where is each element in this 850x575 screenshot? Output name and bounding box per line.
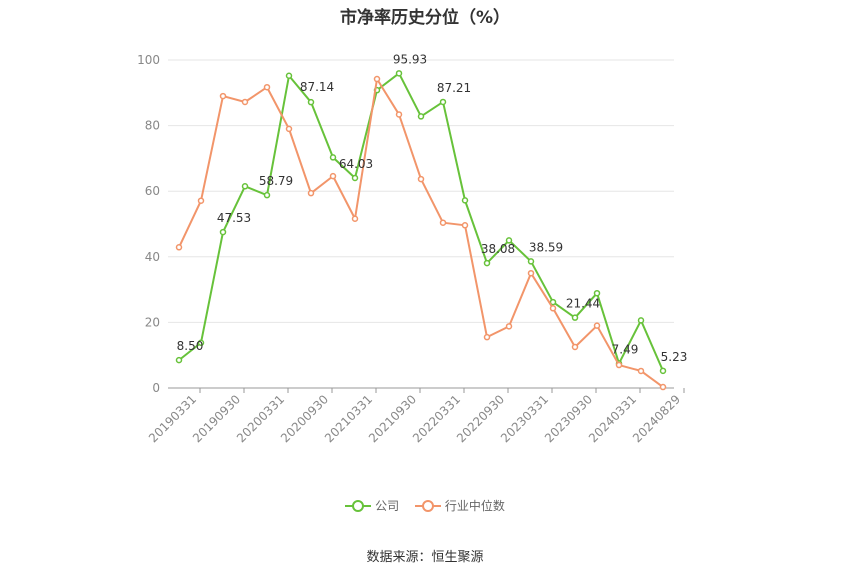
data-point-company: [417, 113, 425, 120]
data-point-company: [571, 314, 579, 321]
data-point-industry-median: [439, 219, 447, 226]
data-label-company: 58.79: [259, 174, 293, 188]
data-point-company: [439, 98, 447, 106]
data-point-industry-median: [285, 125, 293, 133]
legend-item-industry-median[interactable]: 行业中位数: [414, 497, 505, 514]
data-point-company: [659, 367, 667, 375]
data-label-company: 87.14: [300, 80, 334, 94]
data-point-company: [549, 298, 557, 306]
data-point-industry-median: [307, 189, 315, 197]
y-tick-label: 20: [145, 315, 160, 329]
y-tick-label: 60: [145, 184, 160, 198]
data-point-company: [351, 174, 359, 182]
y-tick-label: 0: [152, 381, 160, 395]
data-point-industry-median: [593, 322, 601, 329]
data-label-company: 38.59: [529, 240, 563, 254]
data-label-company: 47.53: [217, 211, 251, 225]
data-label-company: 7.49: [612, 342, 639, 356]
data-point-industry-median: [351, 215, 359, 223]
y-tick-label: 40: [145, 250, 160, 264]
data-point-company: [285, 72, 293, 79]
data-point-industry-median: [637, 367, 645, 375]
data-point-industry-median: [241, 98, 249, 106]
data-point-company: [241, 183, 249, 190]
series-lines: [175, 70, 667, 391]
data-point-company: [527, 258, 535, 265]
data-label-company: 38.08: [481, 242, 515, 256]
data-point-industry-median: [329, 172, 337, 180]
data-point-company: [263, 191, 271, 199]
data-point-industry-median: [395, 111, 403, 118]
data-labels: 8.50 47.53 58.79 87.14 64.03 95.93 87.21 38.08 3…: [177, 52, 688, 363]
data-point-industry-median: [615, 361, 623, 369]
data-point-company: [505, 237, 513, 244]
data-point-industry-median: [373, 75, 381, 83]
grid-lines: [168, 59, 674, 323]
data-point-industry-median: [549, 305, 557, 312]
data-point-industry-median: [263, 83, 271, 91]
y-tick-label: 100: [137, 53, 160, 67]
data-label-company: 95.93: [393, 52, 427, 66]
data-point-company: [329, 154, 337, 161]
data-point-industry-median: [527, 269, 535, 277]
data-point-company: [307, 98, 315, 106]
legend: 公司 行业中位数: [0, 497, 850, 516]
data-point-company: [637, 317, 645, 324]
legend-swatch-industry-median: [414, 499, 441, 513]
data-point-company: [461, 197, 469, 204]
data-point-company: [593, 289, 601, 297]
y-tick-label: 80: [145, 119, 160, 133]
legend-swatch-company: [345, 499, 372, 513]
data-point-industry-median: [483, 333, 491, 341]
data-point-company: [219, 228, 227, 236]
data-point-industry-median: [505, 323, 513, 330]
legend-label-company: 公司: [375, 499, 400, 513]
data-point-company: [483, 259, 491, 267]
legend-label-industry-median: 行业中位数: [444, 499, 505, 513]
data-label-company: 21.44: [566, 297, 600, 311]
data-label-company: 8.50: [177, 339, 204, 353]
x-tick-label: 20240829: [630, 392, 683, 445]
data-point-industry-median: [461, 222, 469, 229]
data-label-company: 5.23: [661, 350, 688, 364]
data-point-industry-median: [219, 92, 227, 100]
data-point-company: [175, 356, 183, 364]
data-point-industry-median: [175, 244, 183, 251]
data-point-industry-median: [197, 197, 205, 204]
data-label-company: 87.21: [437, 81, 471, 95]
data-point-industry-median: [417, 175, 425, 183]
source-note: 数据来源：恒生聚源: [366, 550, 484, 565]
data-point-industry-median: [571, 343, 579, 351]
chart-title: 市净率历史分位（%）: [339, 8, 511, 28]
data-label-company: 64.03: [339, 157, 373, 171]
data-point-industry-median: [659, 383, 667, 391]
data-point-company: [395, 70, 403, 77]
data-point-company: [197, 339, 205, 346]
legend-item-company[interactable]: 公司: [345, 497, 399, 514]
